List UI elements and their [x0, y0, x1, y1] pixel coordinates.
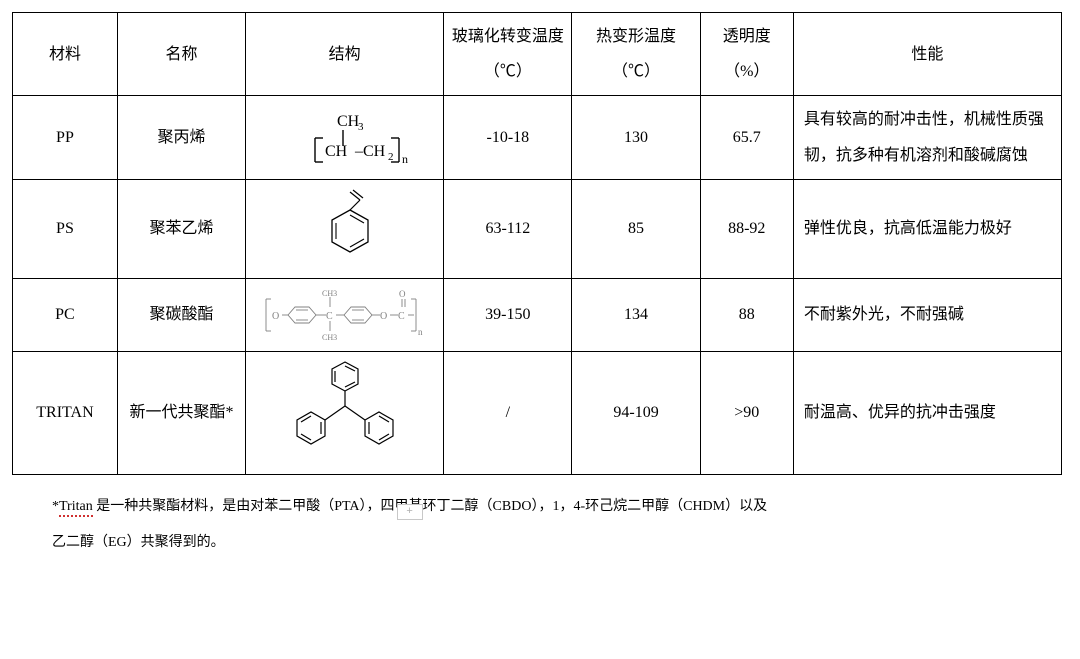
cell-trans: 88-92	[700, 179, 793, 278]
table-row: PC 聚碳酸酯 O C CH	[13, 278, 1062, 351]
svg-text:n: n	[402, 152, 408, 166]
cell-material: PS	[13, 179, 118, 278]
svg-text:C: C	[326, 311, 333, 322]
svg-text:2: 2	[388, 151, 394, 163]
cell-hdt: 134	[572, 278, 700, 351]
cell-name: 新一代共聚酯*	[117, 351, 245, 474]
col-transparency: 透明度（%）	[700, 13, 793, 96]
cell-performance: 具有较高的耐冲击性，机械性质强韧，抗多种有机溶剂和酸碱腐蚀	[793, 96, 1061, 179]
col-material: 材料	[13, 13, 118, 96]
col-hdt: 热变形温度（℃）	[572, 13, 700, 96]
cell-tg: -10-18	[444, 96, 572, 179]
materials-table: 材料 名称 结构 玻璃化转变温度（℃） 热变形温度（℃） 透明度（%） 性能 P…	[12, 12, 1062, 475]
footnote-star: *	[52, 499, 59, 514]
footnote-text-2: 乙二醇（EG）共聚得到的。	[52, 535, 225, 550]
col-structure: 结构	[246, 13, 444, 96]
table-row: PP 聚丙烯 CH3 CH –CH2 n	[13, 96, 1062, 179]
footnote-text-1: 是一种共聚酯材料，是由对苯二甲酸（PTA），四甲+基环丁二醇（CBDO），1，4…	[93, 499, 767, 514]
cell-structure-tritan	[246, 351, 444, 474]
cell-name: 聚丙烯	[117, 96, 245, 179]
cell-structure-pp: CH3 CH –CH2 n	[246, 96, 444, 179]
svg-text:CH3: CH3	[322, 333, 337, 342]
cell-name: 聚碳酸酯	[117, 278, 245, 351]
svg-text:–CH: –CH	[354, 143, 386, 160]
cell-trans: >90	[700, 351, 793, 474]
col-performance: 性能	[793, 13, 1061, 96]
cell-hdt: 94-109	[572, 351, 700, 474]
table-header-row: 材料 名称 结构 玻璃化转变温度（℃） 热变形温度（℃） 透明度（%） 性能	[13, 13, 1062, 96]
col-tg: 玻璃化转变温度（℃）	[444, 13, 572, 96]
svg-text:CH: CH	[325, 143, 348, 160]
svg-text:O: O	[272, 311, 279, 322]
svg-text:3: 3	[358, 121, 364, 133]
cell-tg: /	[444, 351, 572, 474]
cell-material: TRITAN	[13, 351, 118, 474]
svg-text:CH3: CH3	[322, 289, 337, 298]
cell-structure-pc: O C CH3 CH3	[246, 278, 444, 351]
cell-hdt: 130	[572, 96, 700, 179]
svg-text:O: O	[399, 289, 406, 299]
footnote: *Tritan 是一种共聚酯材料，是由对苯二甲酸（PTA），四甲+基环丁二醇（C…	[52, 489, 1032, 562]
cell-material: PC	[13, 278, 118, 351]
cell-name: 聚苯乙烯	[117, 179, 245, 278]
cell-trans: 65.7	[700, 96, 793, 179]
cell-performance: 弹性优良，抗高低温能力极好	[793, 179, 1061, 278]
cell-tg: 39-150	[444, 278, 572, 351]
cell-trans: 88	[700, 278, 793, 351]
svg-text:n: n	[418, 327, 423, 337]
cell-performance: 耐温高、优异的抗冲击强度	[793, 351, 1061, 474]
svg-text:O: O	[380, 311, 387, 322]
footnote-tritan: Tritan	[59, 499, 93, 517]
col-name: 名称	[117, 13, 245, 96]
cell-tg: 63-112	[444, 179, 572, 278]
table-row: PS 聚苯乙烯 63-112 85 88-92 弹性优良	[13, 179, 1062, 278]
cell-performance: 不耐紫外光，不耐强碱	[793, 278, 1061, 351]
cell-hdt: 85	[572, 179, 700, 278]
svg-text:C: C	[398, 311, 405, 322]
svg-text:CH: CH	[337, 113, 360, 130]
table-row: TRITAN 新一代共聚酯*	[13, 351, 1062, 474]
cell-structure-ps	[246, 179, 444, 278]
cell-material: PP	[13, 96, 118, 179]
